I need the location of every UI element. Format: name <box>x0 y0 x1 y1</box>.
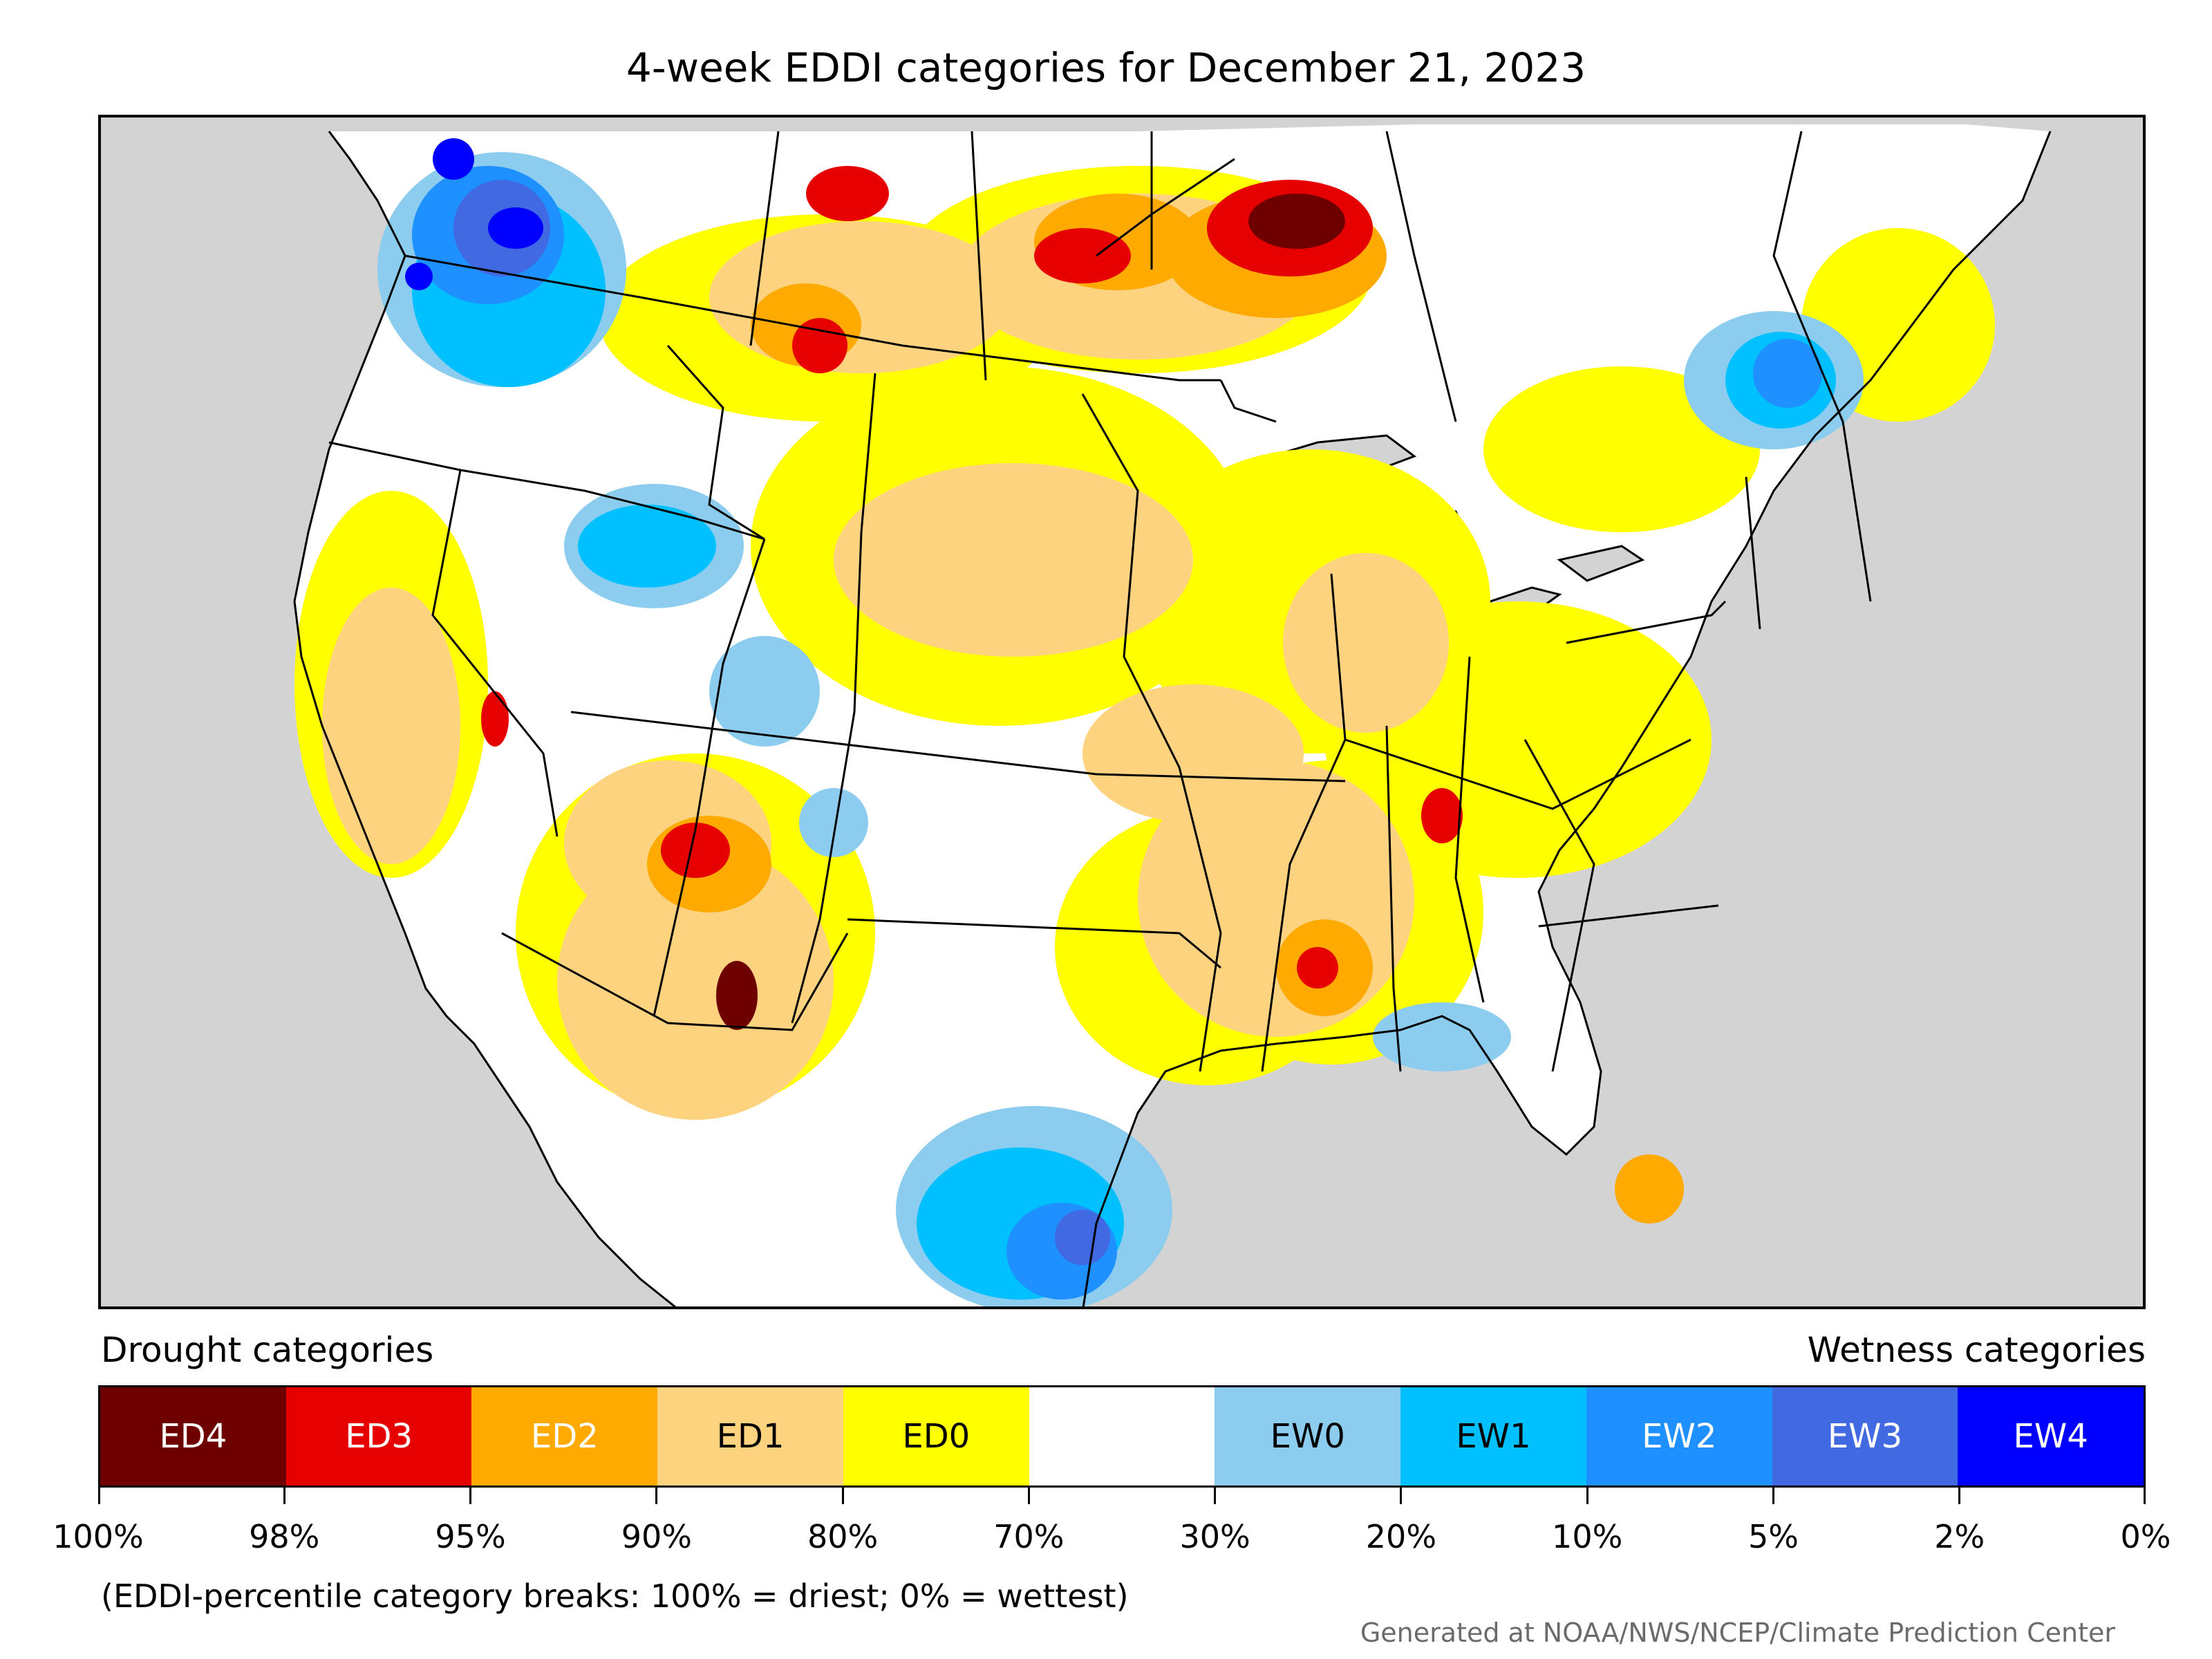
colorbar-tick-label: 10% <box>1552 1518 1623 1555</box>
colorbar-tick-label: 90% <box>621 1518 692 1555</box>
colorbar-tick-label: 95% <box>435 1518 506 1555</box>
colorbar-tick <box>1772 1488 1774 1504</box>
wetness-regions <box>377 138 1864 1306</box>
colorbar-tick <box>2144 1488 2146 1504</box>
colorbar-tick-label: 80% <box>807 1518 879 1555</box>
colorbar-tick <box>469 1488 472 1504</box>
category-label: EW0 <box>1270 1417 1345 1456</box>
colorbar-tick <box>1400 1488 1403 1504</box>
colorbar-tick <box>98 1488 100 1504</box>
category-normal <box>1029 1387 1215 1485</box>
eddi-map <box>98 115 2146 1309</box>
colorbar-ticks <box>98 1488 2146 1508</box>
map-canvas <box>293 124 2052 1306</box>
category-label: ED3 <box>345 1417 413 1456</box>
colorbar-tick-label: 30% <box>1179 1518 1250 1555</box>
state-borders <box>328 131 1872 1072</box>
category-ed2: ED2 <box>471 1387 658 1485</box>
colorbar-tick <box>655 1488 658 1504</box>
colorbar-tick-label: 5% <box>1747 1518 1799 1555</box>
category-label: EW4 <box>2013 1417 2088 1456</box>
colorbar-tick <box>841 1488 844 1504</box>
coastline <box>293 131 2052 1306</box>
category-ed3: ED3 <box>285 1387 472 1485</box>
colorbar-tick-labels: 100% 98% 95% 90% 80% 70% 30% 20% 10% 5% 2% 0% <box>53 1518 2171 1559</box>
category-ew2: EW2 <box>1586 1387 1772 1485</box>
colorbar-tick <box>1027 1488 1030 1504</box>
category-colorbar: ED4 ED3 ED2 ED1 ED0 EW0 EW1 EW2 EW3 EW4 <box>98 1385 2146 1488</box>
lake-ontario <box>1557 545 1645 582</box>
category-label: EW3 <box>1827 1417 1903 1456</box>
category-ew4: EW4 <box>1958 1387 2144 1485</box>
map-title: 4-week EDDI categories for December 21, … <box>626 44 1586 91</box>
category-label: ED0 <box>902 1417 971 1456</box>
category-ew1: EW1 <box>1400 1387 1586 1485</box>
colorbar-tick <box>283 1488 285 1504</box>
colorbar-tick-label: 100% <box>53 1518 144 1555</box>
colorbar-tick <box>1214 1488 1217 1504</box>
category-ed4: ED4 <box>100 1387 286 1485</box>
colorbar-tick <box>1586 1488 1588 1504</box>
category-ed1: ED1 <box>657 1387 843 1485</box>
wetness-header: Wetness categories <box>1807 1330 2146 1370</box>
category-note: (EDDI-percentile category breaks: 100% =… <box>101 1577 1129 1615</box>
category-ew3: EW3 <box>1772 1387 1958 1485</box>
drought-header: Drought categories <box>101 1330 434 1370</box>
category-label: ED2 <box>530 1417 599 1456</box>
category-label: ED1 <box>716 1417 785 1456</box>
colorbar-tick-label: 70% <box>993 1518 1065 1555</box>
category-ed0: ED0 <box>843 1387 1029 1485</box>
credit-line: Generated at NOAA/NWS/NCEP/Climate Predi… <box>1360 1618 2115 1648</box>
drought-regions <box>294 166 1995 1224</box>
category-ew0: EW0 <box>1215 1387 1401 1485</box>
category-label: ED4 <box>159 1417 227 1456</box>
colorbar-tick-label: 98% <box>249 1518 320 1555</box>
category-label: EW2 <box>1642 1417 1717 1456</box>
colorbar-tick-label: 0% <box>2120 1518 2171 1555</box>
category-label: EW1 <box>1456 1417 1531 1456</box>
colorbar-tick <box>1958 1488 1961 1504</box>
colorbar-tick-label: 2% <box>1934 1518 1985 1555</box>
colorbar-tick-label: 20% <box>1365 1518 1437 1555</box>
